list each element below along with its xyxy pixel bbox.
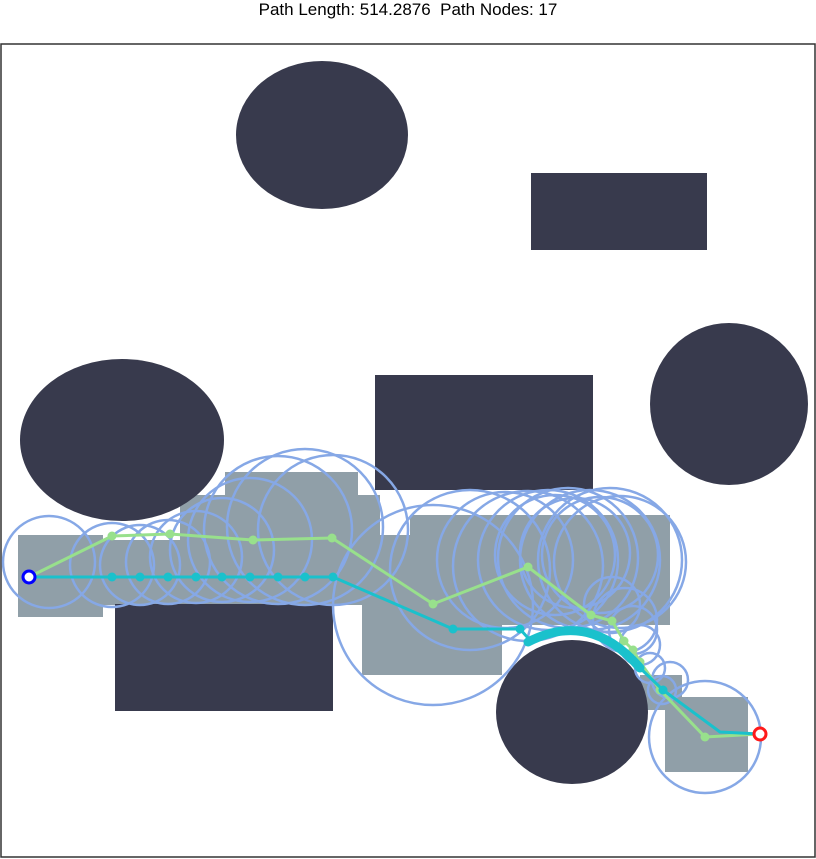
smoothed-path-node: [515, 624, 525, 634]
smoothed-path: [29, 572, 761, 736]
search-circle: [540, 495, 660, 615]
smoothed-path-node: [245, 572, 255, 582]
search-circle: [582, 575, 642, 635]
search-circle: [388, 488, 552, 652]
raw-path-node: [107, 531, 117, 541]
obstacles: [20, 61, 808, 784]
smoothed-path-node: [300, 572, 310, 582]
raw-path-node: [586, 610, 596, 620]
search-circle: [168, 496, 276, 604]
search-circle: [552, 494, 688, 630]
obstacle-rect: [115, 604, 333, 711]
path-length-label: Path Length: 514.2876: [258, 0, 431, 19]
smoothed-path-node: [273, 572, 283, 582]
smoothed-path-node: [135, 572, 145, 582]
search-circle: [68, 521, 156, 609]
smoothed-path-node: [658, 685, 668, 695]
search-circle: [1, 514, 97, 610]
path-nodes-label: Path Nodes: 17: [440, 0, 558, 19]
search-circle: [493, 493, 617, 617]
raw-path-node: [700, 732, 710, 742]
smoothed-path-node: [217, 572, 227, 582]
smoothed-path-tail: [638, 666, 761, 736]
search-circle: [331, 503, 535, 707]
smoothed-path-node: [107, 572, 117, 582]
explored-region: [103, 540, 363, 605]
obstacle-rect: [531, 173, 707, 250]
obstacle-rect: [375, 375, 593, 490]
raw-path-node: [619, 636, 629, 646]
search-circle: [225, 447, 385, 607]
raw-path-node: [607, 616, 617, 626]
smoothed-path-node: [328, 572, 338, 582]
obstacle-ellipse: [650, 323, 808, 485]
plot-title: Path Length: 514.2876 Path Nodes: 17: [0, 0, 816, 22]
start-marker: [21, 569, 37, 585]
raw-path-node: [428, 599, 438, 609]
raw-path-node: [248, 535, 258, 545]
obstacle-ellipse: [496, 640, 648, 784]
smoothed-path-node: [191, 572, 201, 582]
search-circle: [202, 454, 354, 606]
smoothed-path-arc: [523, 626, 645, 673]
raw-path-node: [165, 529, 175, 539]
goal-marker: [752, 726, 768, 742]
smoothed-path-node: [448, 624, 458, 634]
raw-path-node: [327, 533, 337, 543]
obstacle-ellipse: [20, 359, 224, 521]
obstacle-ellipse: [236, 61, 408, 209]
search-circle: [98, 523, 182, 607]
smoothed-path-node: [163, 572, 173, 582]
raw-path-node: [523, 562, 533, 572]
